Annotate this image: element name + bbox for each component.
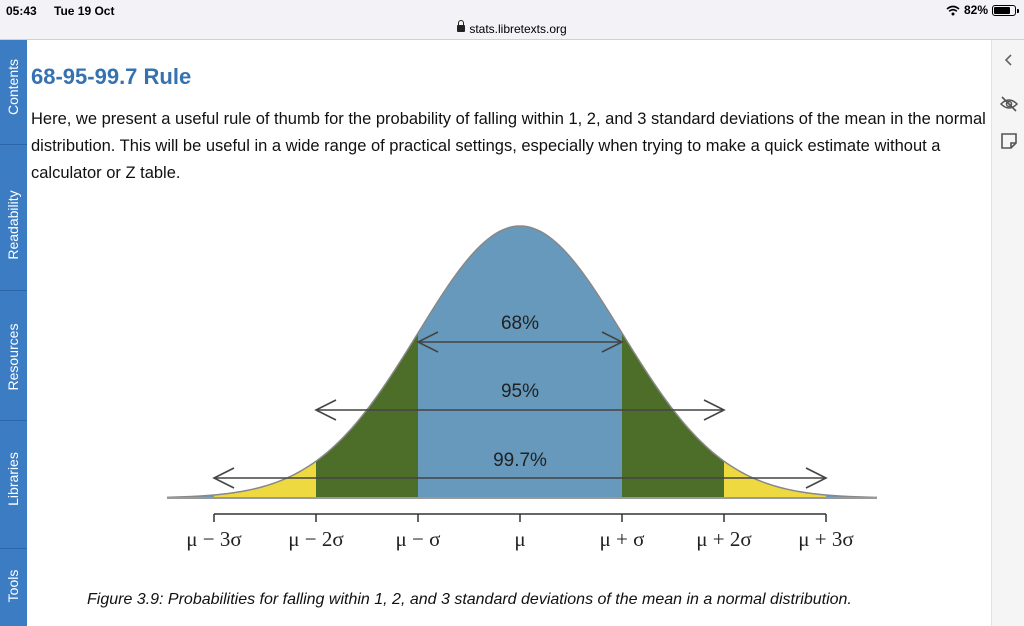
region-area-99.7%-left xyxy=(214,461,316,498)
normal-distribution-chart: 68% 95% 99.7% μ − 3σ μ − 2σ μ − σ μ μ + σ μ + 2σ… xyxy=(167,225,877,551)
url-bar[interactable]: stats.libretexts.org xyxy=(0,20,1024,40)
normal-curve xyxy=(167,225,877,499)
x-tick-label: μ − σ xyxy=(396,527,441,551)
sidebar-tab-label: Readability xyxy=(5,190,21,260)
chevron-left-icon[interactable] xyxy=(998,49,1020,71)
region-area-68% xyxy=(418,226,622,498)
x-tick-label: μ xyxy=(514,527,525,551)
status-date: Tue 19 Oct xyxy=(54,4,115,18)
tab-divider xyxy=(0,290,27,291)
arrowhead-left-1sigma xyxy=(416,331,439,353)
lock-icon xyxy=(457,20,466,32)
tab-divider xyxy=(0,420,27,421)
sidebar-tab-label: Contents xyxy=(5,58,21,116)
arrowhead-left-3sigma xyxy=(212,467,235,489)
figure-caption: Figure 3.9: Probabilities for falling wi… xyxy=(87,591,852,608)
tab-divider xyxy=(0,144,27,145)
arrowhead-right-2sigma xyxy=(703,399,726,421)
status-bar: 05:43 Tue 19 Oct 82% xyxy=(0,0,1024,20)
status-right: 82% xyxy=(946,3,1019,17)
intro-paragraph: Here, we present a useful rule of thumb … xyxy=(31,110,986,182)
wifi-icon xyxy=(946,5,960,15)
note-icon[interactable] xyxy=(998,130,1020,152)
region-area-99.7%-right xyxy=(724,461,826,498)
arrowhead-left-2sigma xyxy=(314,399,337,421)
sidebar-tab-label: Resources xyxy=(5,323,21,391)
tab-divider xyxy=(0,548,27,549)
battery-percent: 82% xyxy=(963,3,988,17)
sidebar-tab-resources[interactable]: Resources xyxy=(0,291,27,411)
sidebar-tab-readability[interactable]: Readability xyxy=(0,145,27,275)
region-label-2sigma: 95% xyxy=(501,381,539,402)
right-panel xyxy=(991,40,1024,626)
sidebar-tab-label: Libraries xyxy=(5,452,21,506)
article-content: 68-95-99.7 Rule Here, we present a usefu… xyxy=(27,40,991,626)
battery-icon xyxy=(992,4,1019,16)
arrowhead-right-1sigma xyxy=(601,331,624,353)
x-tick-label: μ + 3σ xyxy=(798,527,853,551)
sidebar-tab-libraries[interactable]: Libraries xyxy=(0,421,27,541)
sidebar: Contents Readability Resources Libraries… xyxy=(0,40,27,626)
status-time: 05:43 xyxy=(6,4,37,18)
sidebar-tab-contents[interactable]: Contents xyxy=(0,40,27,135)
sidebar-tab-label: Tools xyxy=(5,569,21,603)
eye-slash-icon[interactable] xyxy=(998,93,1020,115)
arrowhead-right-3sigma xyxy=(805,467,828,489)
x-tick-label: μ + σ xyxy=(600,527,645,551)
region-label-1sigma: 68% xyxy=(501,313,539,334)
sidebar-tab-tools[interactable]: Tools xyxy=(0,549,27,626)
url-text: stats.libretexts.org xyxy=(469,22,567,36)
region-label-3sigma: 99.7% xyxy=(493,450,547,471)
x-tick-label: μ − 3σ xyxy=(186,527,241,551)
page-title: 68-95-99.7 Rule xyxy=(31,64,192,89)
x-tick-label: μ + 2σ xyxy=(696,527,751,551)
x-tick-label: μ − 2σ xyxy=(288,527,343,551)
